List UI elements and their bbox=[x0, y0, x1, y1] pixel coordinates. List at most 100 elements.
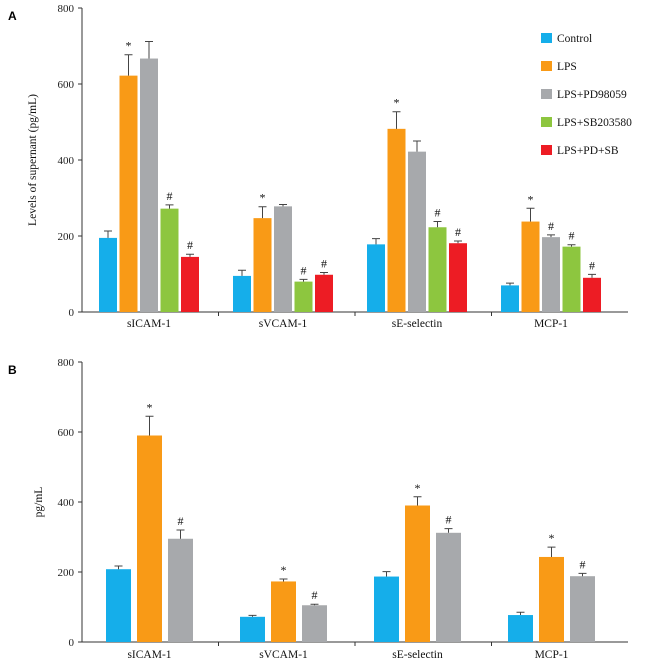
panel-a-bar-mcp-1-lps-pd-sb bbox=[583, 277, 601, 312]
panel-b-significance-marker-svcam-1-lps: * bbox=[281, 563, 287, 577]
panel-a-error-bar-mcp-1-lps-sb203580 bbox=[567, 244, 576, 247]
panel-a-error-bar-sicam-1-lps-sb203580 bbox=[165, 204, 174, 209]
panel-b-bar-se-selectin-lps-pd98059 bbox=[436, 532, 461, 642]
panel-b-bar-se-selectin-lps bbox=[405, 505, 430, 642]
panel-b-bar-mcp-1-lps-pd98059 bbox=[570, 576, 595, 642]
panel-a-bar-svcam-1-lps-pd98059 bbox=[274, 206, 292, 312]
panel-b-bar-sicam-1-lps bbox=[137, 435, 162, 642]
panel-a-significance-marker-sicam-1-lps-pd-sb: # bbox=[187, 238, 193, 252]
panel-a-category-label-mcp-1: MCP-1 bbox=[534, 318, 568, 330]
panel-b-error-bar-mcp-1-lps bbox=[547, 546, 556, 557]
legend-label-control: Control bbox=[557, 33, 592, 45]
legend-swatch-lps-pd-sb bbox=[541, 145, 552, 155]
panel-b-significance-marker-svcam-1-lps-pd98059: # bbox=[312, 588, 318, 602]
panel-a-error-bar-mcp-1-lps-pd98059 bbox=[547, 234, 555, 238]
panel-a-bar-svcam-1-lps bbox=[253, 218, 272, 312]
panel-a-axes: 0 200 400 600 800 sICAM-1 sVCAM-1 sE-selectin MC… bbox=[58, 3, 628, 330]
panel-b-category-label-se-selectin: sE-selectin bbox=[392, 649, 443, 661]
panel-b-bar-svcam-1-control bbox=[240, 616, 265, 642]
panel-b-error-bar-svcam-1-lps-pd98059 bbox=[310, 603, 319, 606]
panel-a-significance-marker-mcp-1-lps: * bbox=[528, 192, 534, 206]
legend-swatch-lps-pd98059 bbox=[541, 89, 552, 99]
panel-a-y-tick-label: 0 bbox=[69, 307, 75, 319]
panel-a-category-label-sicam-1: sICAM-1 bbox=[127, 318, 171, 330]
panel-a-bar-svcam-1-lps-pd-sb bbox=[315, 274, 333, 312]
panel-a-significance-marker-se-selectin-lps-pd-sb: # bbox=[455, 225, 461, 239]
panel-a-bar-svcam-1-lps-sb203580 bbox=[294, 281, 313, 312]
panel-b-y-axis-label: pg/mL bbox=[33, 487, 45, 518]
panel-a-significance-marker-mcp-1-lps-pd-sb: # bbox=[589, 258, 595, 272]
panel-a-legend: Control LPS LPS+PD98059 LPS+SB203580 LPS+PD+… bbox=[541, 33, 632, 157]
panel-b-significance-marker-se-selectin-lps-pd98059: # bbox=[446, 513, 452, 527]
panel-a-error-bar-svcam-1-lps bbox=[258, 206, 267, 219]
panel-b-error-bar-svcam-1-lps bbox=[279, 578, 288, 582]
panel-a-error-bar-svcam-1-control bbox=[238, 269, 246, 276]
panel-a-error-bar-se-selectin-lps-pd-sb bbox=[454, 240, 462, 244]
panel-b-error-bar-sicam-1-lps bbox=[145, 415, 154, 436]
panel-a-error-bar-sicam-1-lps-pd-sb bbox=[186, 253, 194, 257]
panel-b-category-label-svcam-1: sVCAM-1 bbox=[259, 649, 308, 661]
panel-b-bar-sicam-1-control bbox=[106, 569, 131, 642]
panel-a-category-label-se-selectin: sE-selectin bbox=[392, 318, 443, 330]
panel-b-y-tick-label: 600 bbox=[58, 427, 75, 439]
panel-b-bar-sicam-1-lps-pd98059 bbox=[168, 538, 193, 642]
panel-b-error-bar-se-selectin-control bbox=[382, 571, 391, 577]
panel-b-bar-mcp-1-lps bbox=[539, 556, 564, 642]
panel-a-error-bar-sicam-1-lps bbox=[124, 54, 133, 76]
panel-a-bar-svcam-1-control bbox=[233, 275, 251, 312]
panel-b-error-bar-mcp-1-control bbox=[516, 611, 525, 616]
panel-a-bar-sicam-1-lps-sb203580 bbox=[160, 208, 179, 312]
panel-a-bar-sicam-1-lps-pd-sb bbox=[181, 256, 199, 312]
panel-b-bar-se-selectin-control bbox=[374, 576, 399, 642]
panel-a-bar-se-selectin-lps-sb203580 bbox=[428, 227, 447, 312]
panel-a-error-bar-mcp-1-lps bbox=[526, 207, 535, 222]
panel-a-error-bar-mcp-1-control bbox=[506, 282, 514, 286]
panel-a-bars: * # # * # # * # # * # # # bbox=[99, 39, 601, 312]
panel-a-error-bar-se-selectin-control bbox=[372, 238, 380, 245]
panel-a-bar-se-selectin-lps bbox=[387, 128, 406, 312]
panel-b-bar-svcam-1-lps-pd98059 bbox=[302, 605, 327, 642]
panel-a-significance-marker-mcp-1-lps-sb203580: # bbox=[569, 229, 575, 243]
panel-a-bar-se-selectin-lps-pd98059 bbox=[408, 151, 426, 312]
panel-a-significance-marker-sicam-1-lps: * bbox=[126, 39, 132, 53]
panel-b-category-label-mcp-1: MCP-1 bbox=[535, 649, 569, 661]
panel-a-error-bar-sicam-1-lps-pd98059 bbox=[145, 40, 153, 59]
panel-a-significance-marker-se-selectin-lps: * bbox=[394, 96, 400, 110]
panel-a-bar-mcp-1-lps-pd98059 bbox=[542, 237, 560, 312]
panel-a-bar-sicam-1-lps-pd98059 bbox=[140, 58, 158, 312]
panel-a-error-bar-se-selectin-lps bbox=[392, 111, 401, 129]
legend-label-lps-pd98059: LPS+PD98059 bbox=[557, 89, 627, 101]
panel-b-significance-marker-sicam-1-lps-pd98059: # bbox=[178, 514, 184, 528]
panel-a-y-tick-label: 400 bbox=[58, 155, 75, 167]
legend-label-lps-pd-sb: LPS+PD+SB bbox=[557, 145, 619, 157]
panel-b-significance-marker-mcp-1-lps-pd98059: # bbox=[580, 557, 586, 571]
panel-b-category-label-sicam-1: sICAM-1 bbox=[127, 649, 171, 661]
panel-a-error-bar-svcam-1-lps-pd-sb bbox=[320, 271, 328, 275]
panel-a-y-tick-label: 800 bbox=[58, 3, 75, 15]
panel-a-bar-se-selectin-lps-pd-sb bbox=[449, 243, 467, 312]
panel-a-bar-se-selectin-control bbox=[367, 244, 385, 312]
panel-a-letter: A bbox=[8, 9, 17, 23]
panel-b-significance-marker-sicam-1-lps: * bbox=[147, 400, 153, 414]
panel-b-bar-svcam-1-lps bbox=[271, 581, 296, 642]
panel-a-y-tick-label: 600 bbox=[58, 79, 75, 91]
panel-a-error-bar-sicam-1-control bbox=[104, 230, 112, 238]
panel-a-significance-marker-sicam-1-lps-sb203580: # bbox=[167, 189, 173, 203]
panel-b-error-bar-sicam-1-control bbox=[114, 565, 123, 570]
legend-label-lps-sb203580: LPS+SB203580 bbox=[557, 117, 632, 129]
panel-a-significance-marker-svcam-1-lps-sb203580: # bbox=[301, 263, 307, 277]
panel-b-bars: * # * # * # * # bbox=[106, 400, 595, 642]
legend-label-lps: LPS bbox=[557, 61, 577, 73]
panel-b-error-bar-svcam-1-control bbox=[248, 614, 257, 617]
panel-b-y-tick-label: 400 bbox=[58, 497, 75, 509]
panel-b-y-tick-label: 800 bbox=[58, 357, 75, 369]
panel-a-error-bar-svcam-1-lps-sb203580 bbox=[299, 278, 308, 282]
legend-swatch-lps-sb203580 bbox=[541, 117, 552, 127]
panel-a-y-axis-label: Levels of supernant (pg/mL) bbox=[27, 94, 39, 226]
panel-b-error-bar-sicam-1-lps-pd98059 bbox=[176, 529, 185, 539]
panel-b-error-bar-se-selectin-lps-pd98059 bbox=[444, 528, 453, 533]
panel-b-bar-mcp-1-control bbox=[508, 615, 533, 642]
panel-b-letter: B bbox=[8, 363, 17, 377]
panel-a-bar-mcp-1-lps-sb203580 bbox=[562, 246, 581, 312]
